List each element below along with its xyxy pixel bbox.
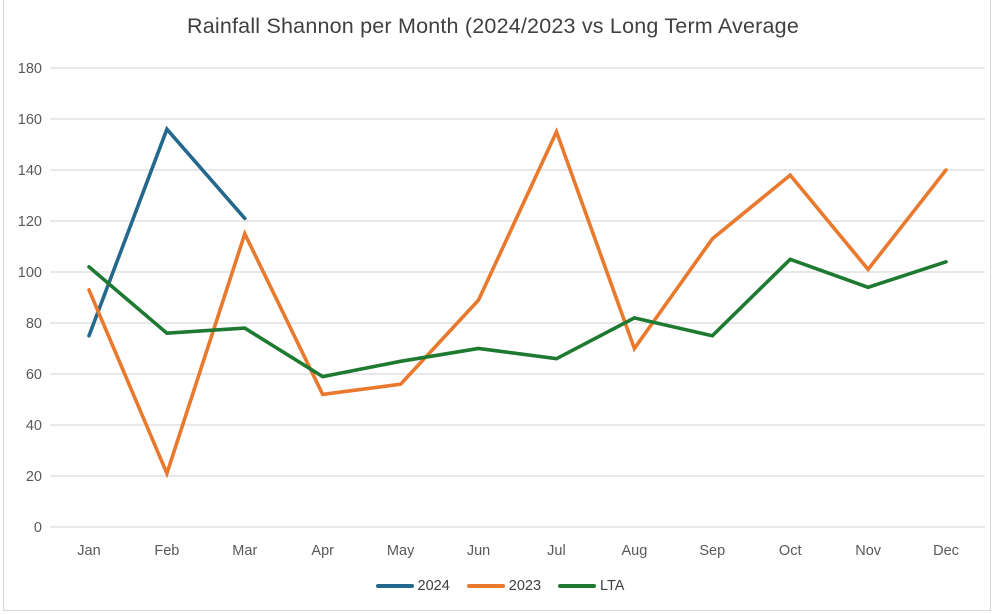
y-tick-label-80: 80 <box>26 316 42 332</box>
x-tick-label-jan: Jan <box>77 543 100 559</box>
y-tick-label-180: 180 <box>18 61 42 77</box>
y-tick-label-140: 140 <box>18 163 42 179</box>
y-tick-label-100: 100 <box>18 265 42 281</box>
y-tick-label-0: 0 <box>34 520 42 536</box>
x-tick-label-dec: Dec <box>933 543 959 559</box>
legend-swatch-2023 <box>466 584 505 588</box>
x-tick-label-may: May <box>387 543 415 559</box>
legend-item-2023: 2023 <box>466 578 542 594</box>
x-tick-label-mar: Mar <box>232 543 257 559</box>
legend-label-2024: 2024 <box>417 578 450 594</box>
y-tick-label-160: 160 <box>18 112 42 128</box>
legend-item-2024: 2024 <box>375 578 450 594</box>
series-line-lta <box>87 257 948 379</box>
x-tick-label-nov: Nov <box>855 543 882 559</box>
x-tick-label-aug: Aug <box>621 543 647 559</box>
y-tick-label-20: 20 <box>26 469 42 485</box>
legend-label-lta: LTA <box>600 578 625 594</box>
plot-area: 0 20 40 60 80 100 120 140 160 180 Jan Feb Mar Apr May J… <box>18 61 985 559</box>
x-tick-label-sep: Sep <box>699 543 725 559</box>
chart-legend: 2024 2023 LTA <box>0 578 1000 594</box>
series-line-2024 <box>87 125 247 338</box>
legend-label-2023: 2023 <box>508 578 542 594</box>
x-tick-label-oct: Oct <box>779 543 802 559</box>
y-tick-label-40: 40 <box>26 418 42 434</box>
legend-swatch-lta <box>558 584 597 588</box>
x-tick-label-jun: Jun <box>467 543 490 559</box>
x-tick-label-jul: Jul <box>547 543 566 559</box>
x-tick-label-feb: Feb <box>154 543 179 559</box>
x-tick-label-apr: Apr <box>311 543 334 559</box>
chart-title: Rainfall Shannon per Month (2024/2023 vs… <box>186 14 799 38</box>
y-tick-label-60: 60 <box>26 367 42 383</box>
legend-swatch-2024 <box>375 584 414 588</box>
series-line-2023 <box>87 127 948 479</box>
legend-item-lta: LTA <box>558 578 624 594</box>
y-tick-label-120: 120 <box>18 214 42 230</box>
